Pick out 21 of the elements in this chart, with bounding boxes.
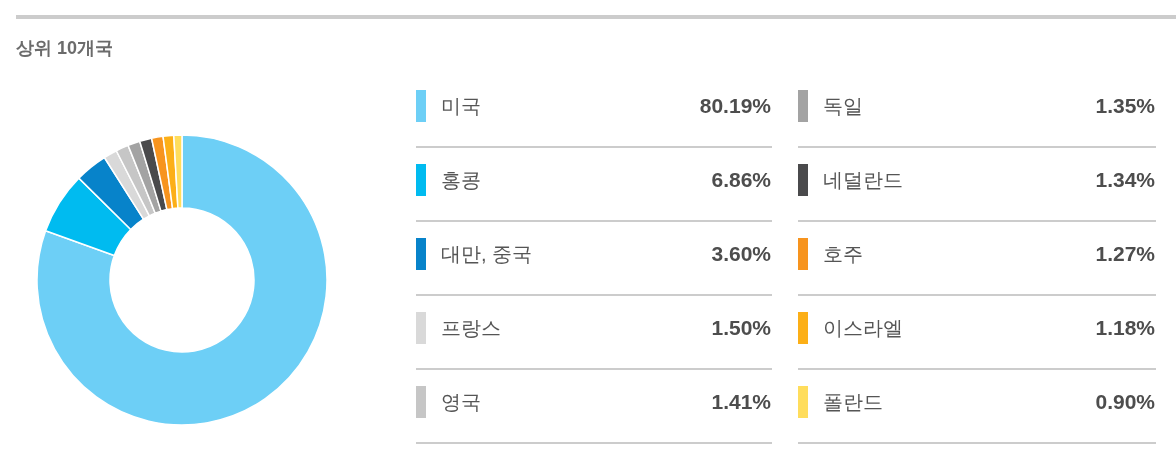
legend-label: 폴란드 <box>823 391 883 413</box>
legend-label: 독일 <box>823 95 863 117</box>
legend-label: 영국 <box>441 391 481 413</box>
data-label: 0.90% <box>1095 390 1156 413</box>
legend-label: 프랑스 <box>441 317 501 339</box>
legend-label: 호주 <box>823 243 863 265</box>
legend-label: 대만, 중국 <box>441 243 533 265</box>
data-label: 6.86% <box>711 168 772 191</box>
legend-label: 미국 <box>441 95 481 117</box>
legend-label: 이스라엘 <box>823 317 903 339</box>
legend-label: 홍콩 <box>441 169 481 191</box>
data-label: 80.19% <box>699 94 772 117</box>
data-label: 1.50% <box>711 316 772 339</box>
data-label: 1.18% <box>1095 316 1156 339</box>
chart-title: 상위 10개국 <box>16 38 114 58</box>
data-label: 1.35% <box>1095 94 1156 117</box>
data-label: 1.41% <box>711 390 772 413</box>
data-label: 1.34% <box>1095 168 1156 191</box>
data-label: 1.27% <box>1095 242 1156 265</box>
legend-label: 네덜란드 <box>823 169 903 191</box>
data-label: 3.60% <box>711 242 772 265</box>
